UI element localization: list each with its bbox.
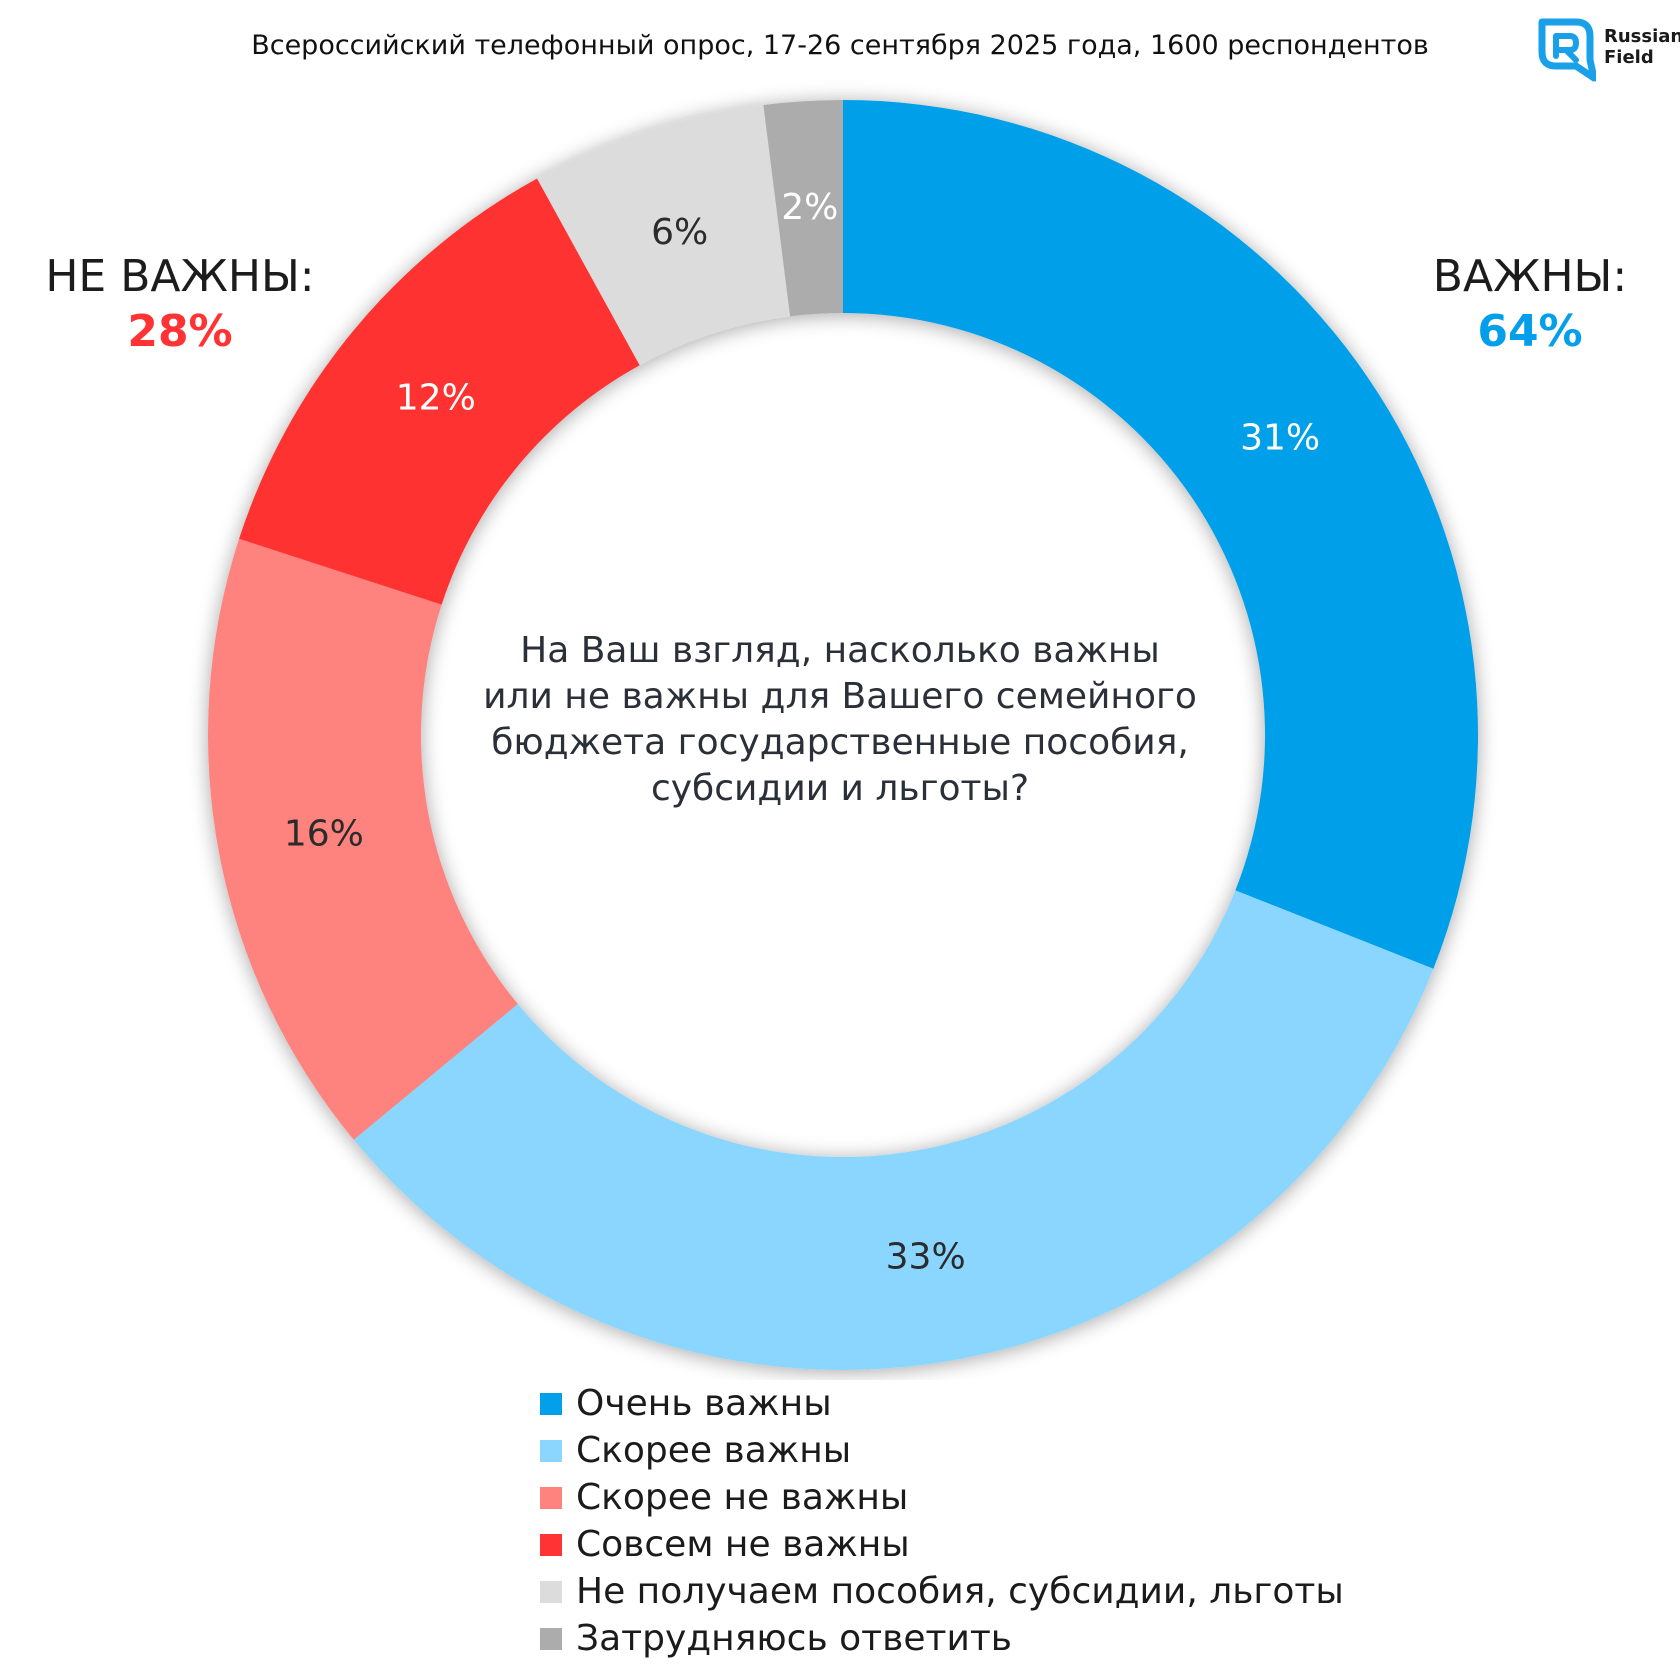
slice-label-2: 33%	[886, 1236, 966, 1277]
logo-line-2: Field	[1604, 47, 1654, 68]
donut-slices	[207, 100, 1479, 1371]
legend-label: Скорее не важны	[576, 1477, 909, 1518]
legend-label: Очень важны	[576, 1383, 832, 1424]
not-important-group: НЕ ВАЖНЫ: 28%	[20, 250, 340, 360]
legend-swatch	[540, 1392, 562, 1415]
slice-5	[537, 105, 791, 366]
not-important-label: НЕ ВАЖНЫ:	[45, 251, 315, 302]
slice-label-1: 31%	[1240, 417, 1320, 458]
legend-item: Скорее важны	[540, 1427, 1440, 1474]
slice-6	[763, 100, 843, 317]
legend-swatch	[540, 1486, 562, 1509]
legend-item: Не получаем пособия, субсидии, льготы	[540, 1568, 1440, 1615]
slice-2	[353, 890, 1434, 1371]
slice-4	[239, 178, 640, 605]
logo-line-1: Russian	[1604, 26, 1680, 47]
survey-question: На Ваш взгляд, насколько важны или не ва…	[483, 630, 1197, 809]
donut-chart: 31% 33% 16% 12% 6% 2%	[207, 100, 1479, 1371]
legend: Очень важны Скорее важны Скорее не важны Со…	[540, 1380, 1440, 1662]
slice-label-3: 16%	[284, 814, 364, 855]
russian-field-logo: Russian Field	[1532, 16, 1680, 86]
not-important-value: 28%	[127, 306, 233, 357]
legend-swatch	[540, 1627, 562, 1650]
legend-item: Затрудняюсь ответить	[540, 1615, 1440, 1662]
legend-label: Не получаем пособия, субсидии, льготы	[576, 1571, 1344, 1612]
legend-item: Скорее не важны	[540, 1474, 1440, 1521]
slice-3	[207, 538, 518, 1140]
slice-1	[843, 100, 1479, 969]
legend-label: Скорее важны	[576, 1430, 852, 1471]
important-value: 64%	[1477, 306, 1583, 357]
logo-mark-icon	[1538, 18, 1598, 82]
legend-swatch	[540, 1533, 562, 1556]
important-label: ВАЖНЫ:	[1432, 251, 1628, 302]
survey-subtitle: Всероссийский телефонный опрос, 17-26 се…	[0, 30, 1680, 61]
legend-item: Очень важны	[540, 1380, 1440, 1427]
slice-label-5: 6%	[651, 212, 708, 253]
survey-subtitle-text: Всероссийский телефонный опрос, 17-26 се…	[251, 30, 1429, 61]
donut-slice-labels: 31% 33% 16% 12% 6% 2%	[284, 187, 1320, 1277]
legend-item: Совсем не важны	[540, 1521, 1440, 1568]
legend-swatch	[540, 1580, 562, 1603]
legend-label: Затрудняюсь ответить	[576, 1618, 1013, 1659]
logo-text: Russian Field	[1604, 26, 1680, 68]
legend-label: Совсем не важны	[576, 1524, 910, 1565]
legend-swatch	[540, 1439, 562, 1462]
important-group: ВАЖНЫ: 64%	[1400, 250, 1660, 360]
slice-label-6: 2%	[781, 187, 838, 228]
slice-label-4: 12%	[396, 378, 476, 419]
